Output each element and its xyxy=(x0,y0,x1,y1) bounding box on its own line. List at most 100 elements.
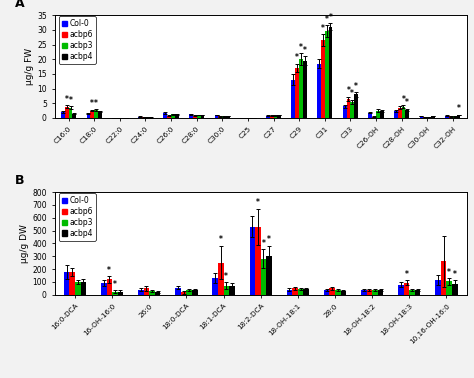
Bar xyxy=(75,282,81,295)
Bar xyxy=(87,113,91,118)
Bar xyxy=(354,94,358,118)
Text: *: * xyxy=(447,268,451,277)
Bar xyxy=(341,291,346,295)
Bar xyxy=(64,272,69,295)
Bar xyxy=(212,278,218,295)
Bar xyxy=(192,290,198,295)
Bar xyxy=(410,290,415,295)
Bar xyxy=(427,117,431,118)
Bar xyxy=(73,113,76,118)
Bar xyxy=(94,110,98,118)
Bar xyxy=(452,284,457,295)
Bar xyxy=(380,111,383,118)
Bar xyxy=(219,116,222,118)
Bar xyxy=(449,116,453,118)
Text: *: * xyxy=(456,104,461,113)
Bar xyxy=(447,281,452,295)
Text: *: * xyxy=(405,270,409,279)
Bar xyxy=(298,289,303,295)
Bar xyxy=(181,292,186,295)
Bar xyxy=(138,290,144,295)
Bar xyxy=(292,288,298,295)
Bar xyxy=(149,291,155,295)
Bar xyxy=(376,111,380,118)
Bar xyxy=(266,116,270,118)
Bar xyxy=(186,290,192,295)
Bar xyxy=(193,116,197,118)
Text: *: * xyxy=(321,24,325,33)
Text: *: * xyxy=(295,53,299,62)
Text: *: * xyxy=(328,13,332,22)
Bar xyxy=(266,256,272,295)
Bar xyxy=(270,116,273,118)
Bar xyxy=(343,106,346,118)
Bar xyxy=(69,108,73,118)
Text: *: * xyxy=(69,96,73,105)
Bar xyxy=(372,290,378,295)
Bar xyxy=(435,280,441,295)
Text: *: * xyxy=(299,43,303,52)
Bar xyxy=(419,116,423,118)
Bar xyxy=(325,31,328,118)
Text: *: * xyxy=(401,95,405,104)
Bar xyxy=(91,111,94,118)
Text: *: * xyxy=(262,239,265,248)
Text: *: * xyxy=(108,266,111,275)
Bar xyxy=(226,116,230,118)
Bar xyxy=(404,283,410,295)
Bar xyxy=(445,116,449,118)
Text: *: * xyxy=(224,272,228,281)
Y-axis label: µg/g DW: µg/g DW xyxy=(20,224,29,263)
Bar xyxy=(69,272,75,295)
Bar xyxy=(81,282,86,295)
Text: *: * xyxy=(405,98,409,107)
Bar xyxy=(197,115,201,118)
Bar xyxy=(329,288,335,295)
Bar xyxy=(405,110,409,118)
Bar xyxy=(175,115,179,118)
Bar xyxy=(229,286,235,295)
Text: *: * xyxy=(267,235,271,245)
Bar xyxy=(317,64,321,118)
Bar xyxy=(138,117,142,118)
Bar xyxy=(171,115,175,118)
Bar xyxy=(366,290,372,295)
Bar xyxy=(423,117,427,118)
Bar xyxy=(398,285,404,295)
Text: *: * xyxy=(453,270,457,279)
Bar xyxy=(201,115,204,118)
Bar xyxy=(346,99,350,118)
Bar xyxy=(335,290,341,295)
Text: *: * xyxy=(325,15,328,24)
Bar xyxy=(394,111,398,118)
Bar xyxy=(303,289,309,295)
Bar xyxy=(107,279,112,295)
Bar xyxy=(368,113,372,118)
Text: *: * xyxy=(219,235,223,245)
Bar xyxy=(65,107,69,118)
Bar xyxy=(328,27,332,118)
Bar xyxy=(401,107,405,118)
Text: B: B xyxy=(15,174,25,187)
Bar xyxy=(361,290,366,295)
Bar xyxy=(321,40,325,118)
Text: *: * xyxy=(65,95,69,104)
Bar xyxy=(453,116,456,118)
Bar xyxy=(215,115,219,118)
Bar xyxy=(287,290,292,295)
Text: *: * xyxy=(94,99,98,108)
Bar xyxy=(295,68,299,118)
Bar xyxy=(350,102,354,118)
Bar xyxy=(299,59,303,118)
Bar xyxy=(218,263,224,295)
Legend: Col-0, acbp6, acbp3, acbp4: Col-0, acbp6, acbp3, acbp4 xyxy=(59,16,96,64)
Bar xyxy=(164,113,167,118)
Bar xyxy=(261,259,266,295)
Bar xyxy=(273,116,277,118)
Bar xyxy=(292,80,295,118)
Bar xyxy=(431,116,435,118)
Bar xyxy=(61,112,65,118)
Bar xyxy=(112,291,118,295)
Bar xyxy=(189,115,193,118)
Bar xyxy=(224,286,229,295)
